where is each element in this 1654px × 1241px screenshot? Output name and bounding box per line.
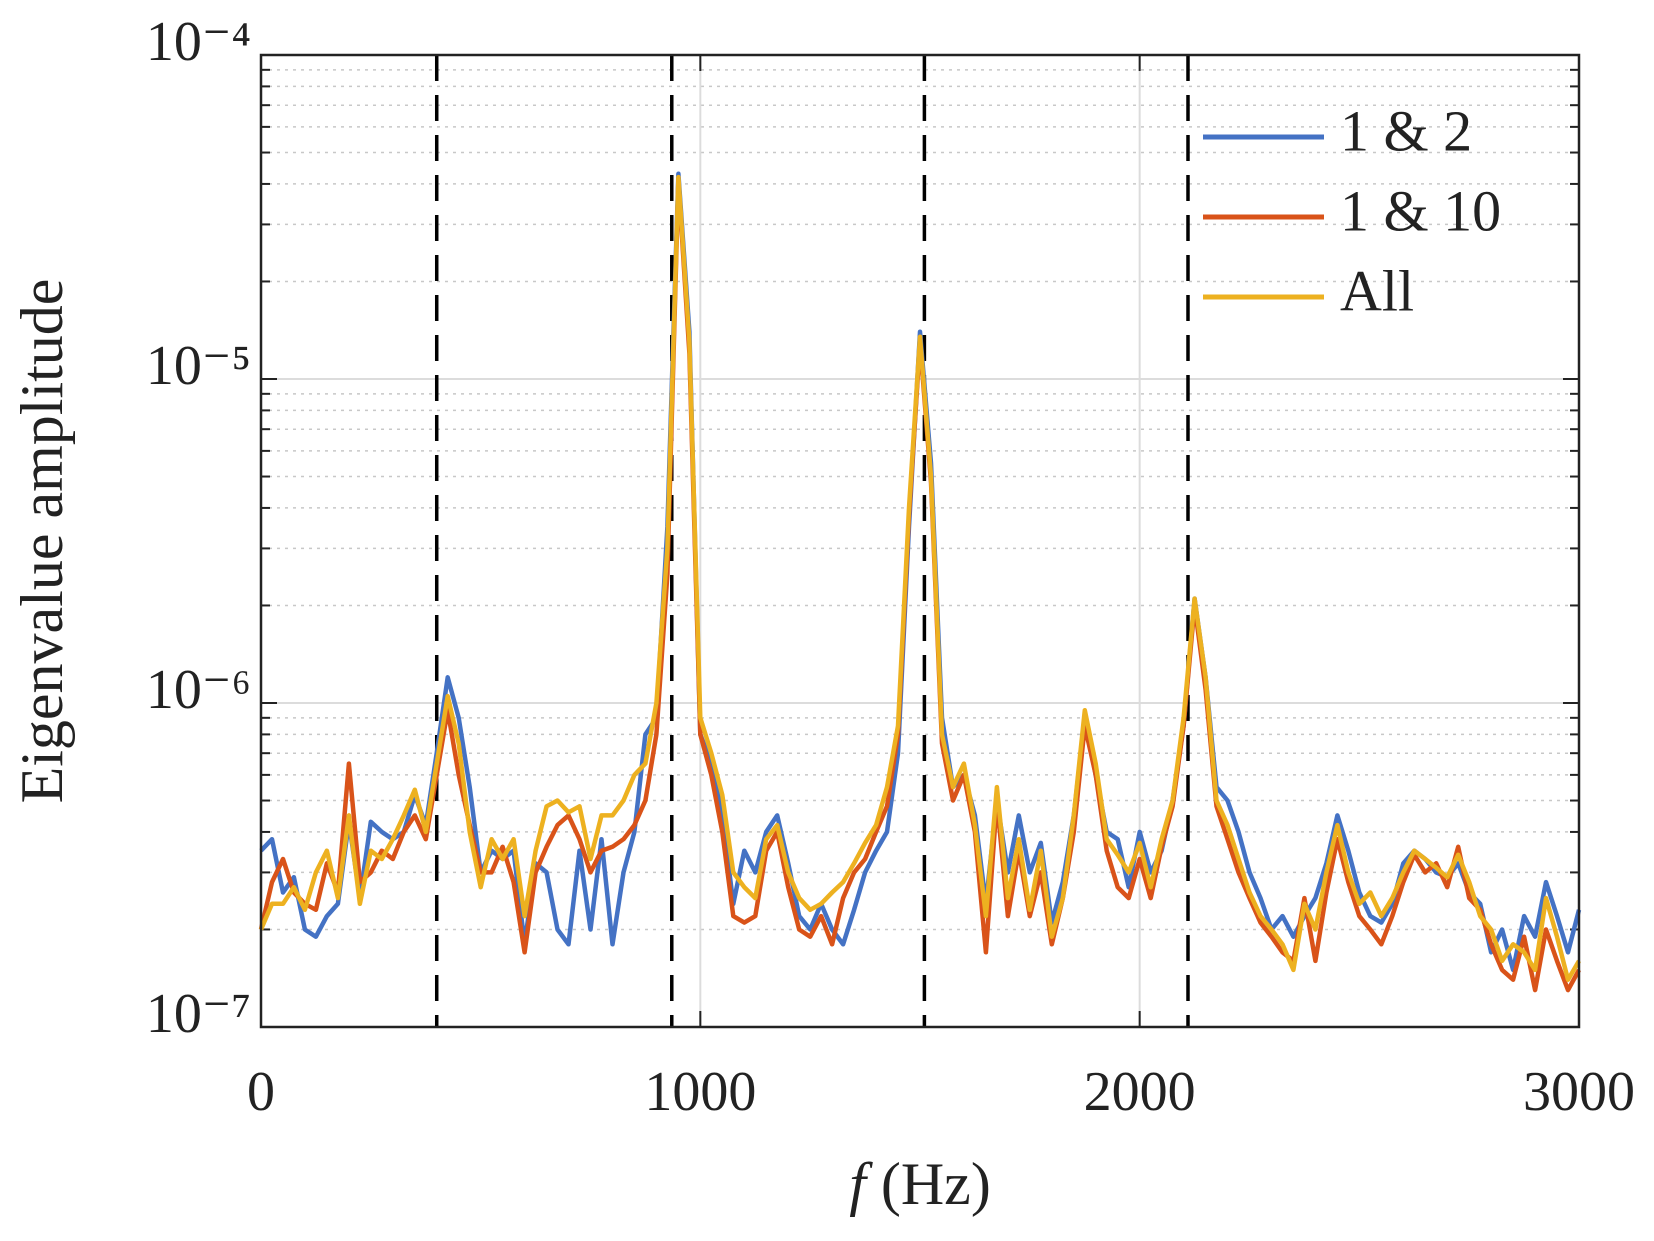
data-line [258, 174, 1581, 982]
legend-label: All [1340, 258, 1414, 323]
x-tick-label: 3000 [1523, 1061, 1635, 1123]
legend-label: 1 & 2 [1340, 98, 1472, 163]
y-axis-label: Eigenvalue amplitude [9, 279, 75, 804]
plot-frame [259, 53, 1581, 1029]
x-tick-label: 0 [247, 1061, 275, 1123]
x-tick-label: 1000 [644, 1061, 756, 1123]
y-tick-label: 10⁻⁷ [146, 983, 251, 1045]
legend-label: 1 & 10 [1340, 178, 1501, 243]
x-tick-label: 2000 [1084, 1061, 1196, 1123]
y-tick-label: 10⁻⁴ [146, 11, 251, 73]
x-axis-label: f (Hz) [849, 1151, 991, 1217]
y-tick-label: 10⁻⁶ [146, 659, 251, 721]
y-tick-label: 10⁻⁵ [146, 335, 251, 397]
